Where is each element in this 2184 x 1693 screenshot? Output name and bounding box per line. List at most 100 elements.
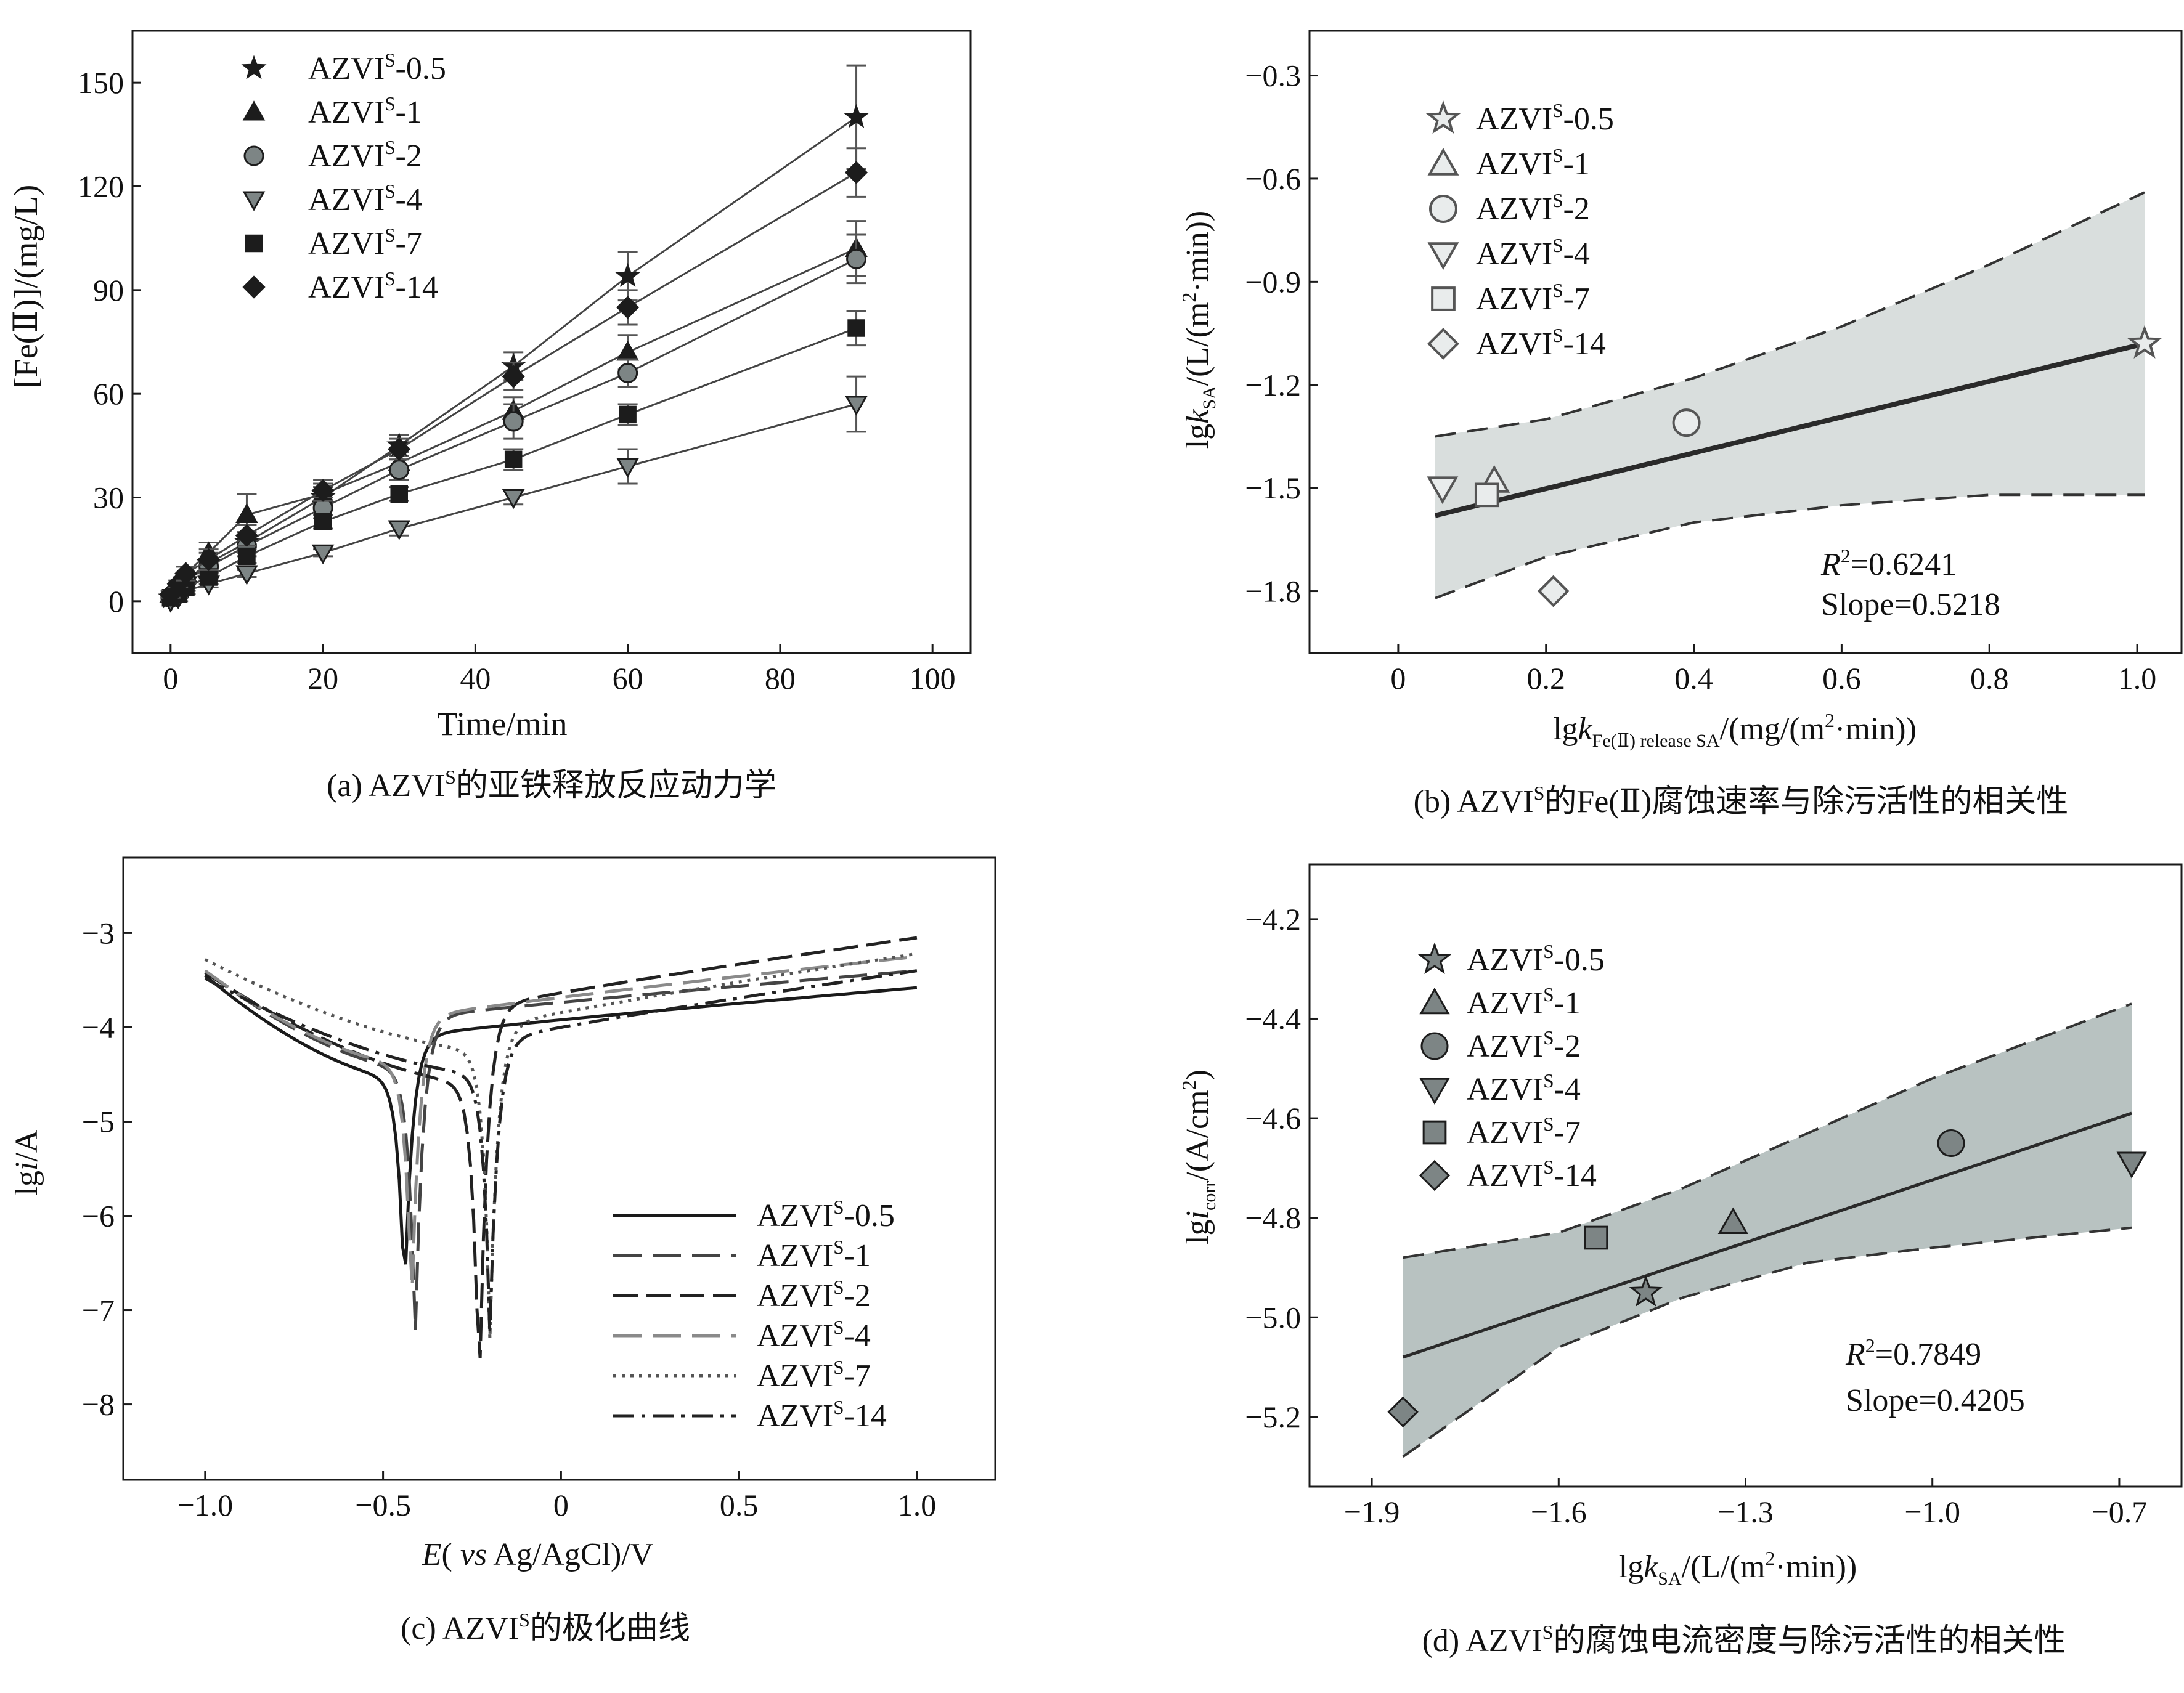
chart-b-x-tick-label: 1.0 xyxy=(2118,661,2157,696)
chart-b-confidence-band xyxy=(1435,192,2145,598)
chart-a-legend-label: AZVIS-1 xyxy=(308,93,422,130)
chart-a-legend-marker xyxy=(242,191,266,211)
chart-a-x-tick-label: 20 xyxy=(308,661,338,696)
chart-d-legend-marker xyxy=(1422,1120,1447,1145)
chart-a-y-tick-label: 150 xyxy=(78,65,124,100)
chart-d-xlabel: lgkSA/(L/(m2·min)) xyxy=(1619,1547,1857,1589)
chart-b-legend-marker xyxy=(1425,100,1461,134)
chart-c-series-line xyxy=(204,969,918,1334)
chart-c-axes-frame xyxy=(122,856,996,1481)
chart-b-legend-marker xyxy=(1427,328,1459,360)
chart-a: 0 20 40 60 80 100 0 30 60 90 120 150 Time/min [Fe(Ⅱ)]… xyxy=(7,30,972,803)
chart-a-point xyxy=(197,548,221,572)
chart-a-legend-label: AZVIS-2 xyxy=(308,137,422,174)
chart-d-x-tick-label: −1.9 xyxy=(1344,1495,1400,1529)
chart-a-y-tick-label: 0 xyxy=(108,584,124,619)
chart-d-caption: (d) AZVIS的腐蚀电流密度与除污活性的相关性 xyxy=(1422,1621,2066,1658)
chart-b-xlabel: lgkFe(Ⅱ) release SA/(mg/(m2·min)) xyxy=(1553,709,1917,751)
chart-d-legend-marker xyxy=(1419,987,1450,1015)
chart-d-y-tick-label: −5.2 xyxy=(1245,1400,1301,1434)
chart-a-legend-label: AZVIS-0.5 xyxy=(308,49,446,86)
chart-a-x-tick-label: 80 xyxy=(765,661,796,696)
chart-b-y-tick-label: −1.2 xyxy=(1245,368,1301,402)
chart-a-caption: (a) AZVIS的亚铁释放反应动力学 xyxy=(327,766,776,803)
chart-d-legend-label: AZVIS-7 xyxy=(1467,1113,1581,1150)
chart-d-x-tick-label: −1.3 xyxy=(1717,1495,1774,1529)
chart-a-legend-marker xyxy=(241,55,267,79)
chart-a-xlabel: Time/min xyxy=(437,705,567,742)
chart-a-x-tick-label: 0 xyxy=(163,661,178,696)
chart-b-y-tick-label: −0.3 xyxy=(1245,59,1301,93)
chart-c-legend-label: AZVIS-2 xyxy=(757,1277,871,1313)
chart-b-lower-bound xyxy=(1435,493,2145,599)
chart-a-point xyxy=(389,460,410,481)
chart-b-point xyxy=(1427,476,1459,505)
chart-c-series-line xyxy=(204,936,918,1358)
chart-d-y-tick-label: −4.6 xyxy=(1245,1101,1301,1135)
chart-d-y-tick-label: −4.4 xyxy=(1245,1001,1301,1036)
chart-b-y-tick-label: −1.8 xyxy=(1245,574,1301,609)
chart-c-x-tick-label: 0.5 xyxy=(720,1488,759,1522)
chart-d-confidence-band xyxy=(1403,1004,2132,1457)
chart-a-point xyxy=(502,489,525,510)
chart-c-xlabel: E( vs Ag/AgCl)/V xyxy=(422,1537,654,1572)
chart-a-point xyxy=(390,485,408,503)
chart-a-point xyxy=(503,411,524,432)
chart-b-ylabel: lgkSA/(L/(m2·min)) xyxy=(1178,211,1220,449)
chart-b-legend-marker xyxy=(1431,286,1456,311)
chart-c-y-tick-label: −4 xyxy=(82,1010,115,1044)
chart-a-legend-label: AZVIS-7 xyxy=(308,224,422,261)
chart-d-x-tick-label: −1.0 xyxy=(1904,1495,1960,1529)
chart-b-y-tick-label: −0.6 xyxy=(1245,161,1301,196)
chart-b-legend-label: AZVIS-4 xyxy=(1476,235,1590,272)
chart-c-legend-label: AZVIS-4 xyxy=(757,1317,871,1354)
chart-b-legend-marker xyxy=(1427,242,1459,270)
chart-a-point xyxy=(616,458,639,478)
chart-b-axes-frame xyxy=(1308,30,2183,654)
chart-a-ylabel: [Fe(Ⅱ)]/(mg/L) xyxy=(7,185,44,389)
chart-a-y-tick-label: 60 xyxy=(93,376,124,411)
chart-c-legend-label: AZVIS-7 xyxy=(757,1357,871,1394)
chart-a-point xyxy=(843,104,870,128)
chart-c-y-tick-label: −5 xyxy=(82,1104,115,1139)
chart-a-point xyxy=(174,562,198,585)
chart-d-x-tick-label: −1.6 xyxy=(1531,1495,1587,1529)
chart-b-legend-label: AZVIS-7 xyxy=(1476,280,1590,317)
chart-a-x-tick-label: 60 xyxy=(613,661,643,696)
chart-c-x-tick-label: 1.0 xyxy=(898,1488,937,1522)
chart-c-legend-label: AZVIS-0.5 xyxy=(757,1196,895,1233)
chart-a-point xyxy=(845,396,868,416)
chart-c-x-tick-label: −0.5 xyxy=(355,1488,411,1522)
chart-a-point xyxy=(844,161,868,184)
chart-a-point xyxy=(615,262,641,287)
chart-b-legend-marker xyxy=(1428,195,1458,223)
chart-b: 0 0.2 0.4 0.6 0.8 1.0 −0.3 −0.6 −0.9 −1.2 −1.5 −1.8… xyxy=(1178,30,2183,819)
chart-a-point xyxy=(616,296,640,319)
chart-a-y-tick-label: 120 xyxy=(78,169,124,204)
chart-b-caption: (b) AZVIS的Fe(Ⅱ)腐蚀速率与除污活性的相关性 xyxy=(1414,782,2069,819)
chart-a-point xyxy=(502,365,525,388)
chart-a-point xyxy=(238,547,256,566)
chart-b-x-tick-label: 0.2 xyxy=(1526,661,1565,696)
chart-a-point xyxy=(200,568,218,586)
chart-b-x-tick-label: 0.8 xyxy=(1970,661,2009,696)
chart-d-legend-marker xyxy=(1419,1159,1451,1192)
chart-a-point xyxy=(617,363,638,383)
chart-c: −1.0 −0.5 0 0.5 1.0−3−4−5−6−7−8AZVIS-0.5AZVI… xyxy=(9,856,996,1646)
chart-a-point xyxy=(619,405,637,424)
chart-d: −1.9 −1.6 −1.3 −1.0 −0.7 −4.2 −4.4 −4.6 −4.8 −5.0… xyxy=(1178,863,2183,1658)
chart-a-legend-marker xyxy=(245,234,263,253)
chart-a-point xyxy=(388,520,411,540)
chart-b-point xyxy=(1537,575,1570,607)
chart-c-x-tick-label: −1.0 xyxy=(177,1488,233,1522)
chart-b-legend-label: AZVIS-1 xyxy=(1476,145,1590,182)
chart-b-x-tick-label: 0.4 xyxy=(1674,661,1713,696)
chart-a-legend-label: AZVIS-4 xyxy=(308,181,422,217)
chart-a-point xyxy=(504,450,523,469)
chart-d-legend-label: AZVIS-2 xyxy=(1467,1027,1581,1064)
chart-b-legend-label: AZVIS-0.5 xyxy=(1476,100,1614,137)
chart-b-fit-line xyxy=(1434,341,2145,518)
chart-d-lower-bound xyxy=(1402,1226,2132,1458)
chart-c-series-line xyxy=(204,974,918,1265)
